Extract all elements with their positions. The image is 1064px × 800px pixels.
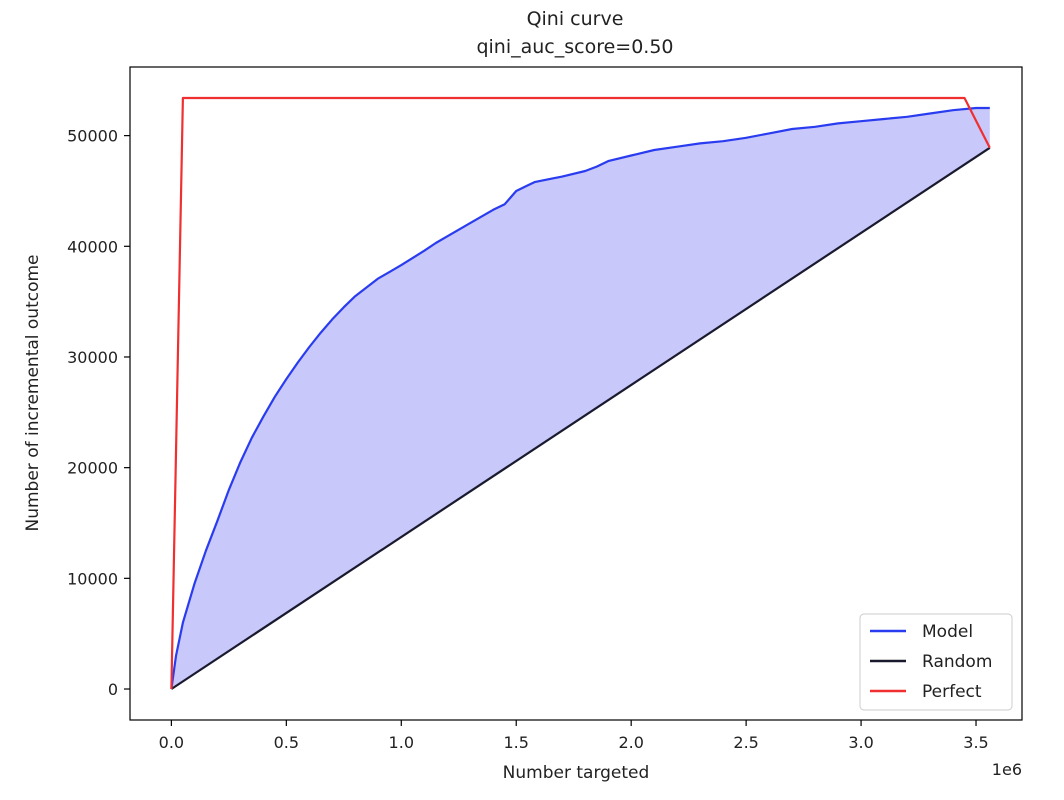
- y-axis: 0 10000 20000 30000 40000 50000: [67, 127, 130, 699]
- y-tick-label: 0: [108, 680, 118, 699]
- plot-area: [170, 96, 991, 690]
- y-tick-label: 30000: [67, 348, 118, 367]
- y-tick-label: 40000: [67, 237, 118, 256]
- x-tick-label: 3.0: [848, 733, 873, 752]
- model-area-fill: [171, 108, 990, 689]
- x-axis: 0.0 0.5 1.0 1.5 2.0 2.5 3.0 3.5: [159, 720, 989, 752]
- y-tick-label: 20000: [67, 459, 118, 478]
- chart-title: Qini curve: [527, 8, 624, 30]
- x-axis-offset-label: 1e6: [992, 760, 1022, 779]
- perfect-series-line: [170, 96, 991, 690]
- legend-label-random: Random: [922, 652, 992, 672]
- x-axis-label: Number targeted: [503, 763, 650, 783]
- y-tick-label: 10000: [67, 569, 118, 588]
- x-tick-label: 0.0: [159, 733, 184, 752]
- x-tick-label: 2.5: [733, 733, 758, 752]
- legend-label-perfect: Perfect: [922, 682, 982, 702]
- x-tick-label: 0.5: [274, 733, 299, 752]
- x-tick-label: 1.0: [389, 733, 414, 752]
- axes-frame: [129, 66, 1023, 721]
- x-tick-label: 1.5: [504, 733, 529, 752]
- random-series-line: [170, 146, 991, 690]
- chart-subtitle: qini_auc_score=0.50: [476, 36, 673, 58]
- y-tick-label: 50000: [67, 127, 118, 146]
- model-series-line: [170, 106, 990, 690]
- x-tick-label: 2.0: [618, 733, 643, 752]
- legend-box: [859, 613, 1013, 711]
- x-tick-label: 3.5: [963, 733, 988, 752]
- y-axis-label: Number of incremental outcome: [23, 254, 43, 531]
- legend-label-model: Model: [922, 622, 973, 642]
- legend: Model Random Perfect: [859, 613, 1013, 711]
